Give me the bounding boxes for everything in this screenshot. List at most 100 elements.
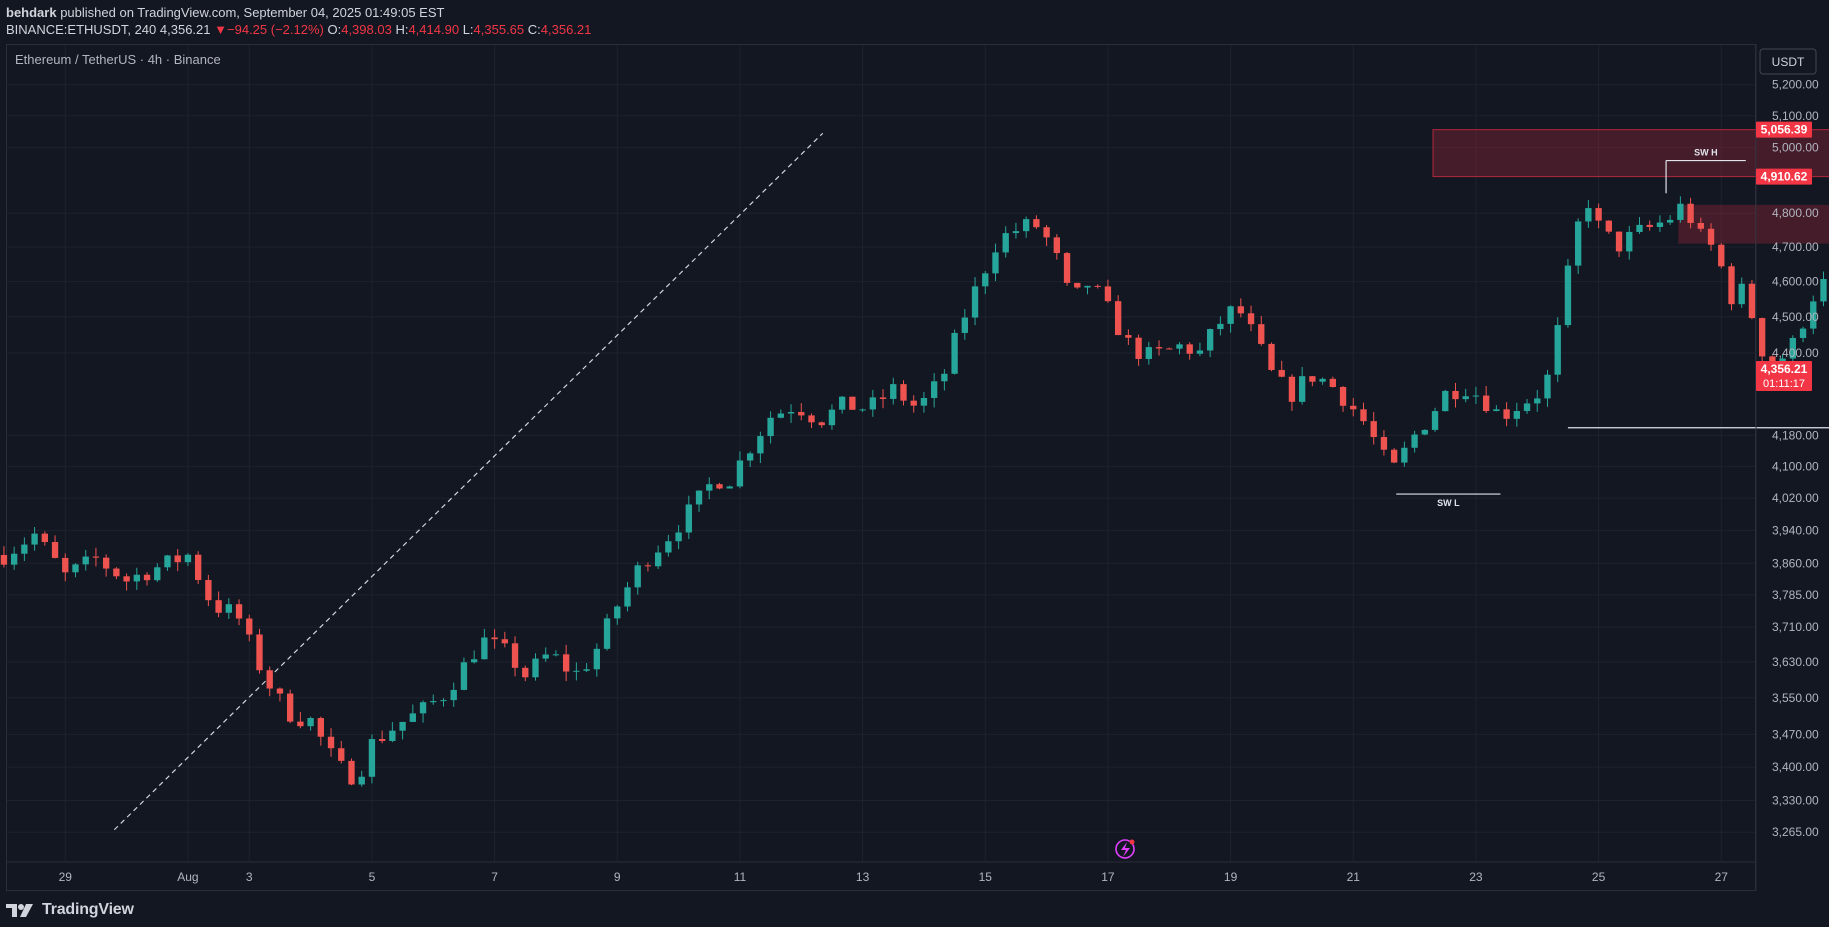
candle-body — [10, 553, 18, 565]
candle-body — [481, 637, 488, 660]
symbol-label: BINANCE:ETHUSDT, 240 — [6, 22, 157, 37]
price-tick-label: 4,400.00 — [1772, 346, 1819, 360]
candle-body — [1656, 222, 1664, 227]
candle-body — [368, 739, 376, 777]
candle-body — [1585, 208, 1592, 222]
candle-body — [900, 384, 907, 401]
candle-body — [389, 730, 396, 741]
candle-body — [1370, 421, 1377, 438]
candle-body — [1779, 358, 1786, 363]
candle-body — [532, 658, 539, 678]
candle-body — [1820, 279, 1827, 302]
time-tick-label: 13 — [856, 870, 870, 884]
candle-body — [1574, 221, 1582, 266]
time-tick-label: 11 — [734, 870, 747, 884]
close-value: 4,356.21 — [540, 22, 592, 37]
price-change: −94.25 (−2.12%) — [227, 22, 324, 37]
candle-body — [777, 413, 784, 418]
candle-body — [1176, 344, 1183, 349]
candle-body — [215, 600, 222, 613]
candle-body — [1677, 203, 1684, 220]
price-tick-label: 3,400.00 — [1772, 760, 1819, 774]
candle-body — [1186, 344, 1193, 354]
candle-body — [409, 713, 416, 722]
candle-body — [246, 618, 253, 635]
candle-body — [1666, 219, 1674, 223]
candle-body — [1564, 265, 1572, 326]
candle-body — [971, 286, 979, 318]
candle-body — [1074, 282, 1081, 288]
candle-body — [378, 739, 386, 741]
price-tick-label: 3,710.00 — [1772, 620, 1819, 634]
candle-body — [348, 760, 355, 785]
candle-body — [123, 576, 130, 582]
candle-body — [133, 574, 140, 582]
candle-body — [1442, 390, 1449, 412]
candle-body — [1350, 405, 1357, 410]
candle-body — [174, 555, 181, 563]
candle-body — [828, 409, 836, 426]
candle-body — [1022, 219, 1030, 232]
price-tick-label: 5,200.00 — [1772, 78, 1819, 92]
candle-body — [1114, 301, 1122, 336]
publish-line: behdark published on TradingView.com, Se… — [6, 5, 444, 20]
price-tick-label: 3,265.00 — [1772, 825, 1819, 839]
candle-body — [736, 460, 744, 487]
candle-body — [1738, 283, 1745, 305]
candle-body — [460, 662, 468, 690]
candle-body — [164, 555, 171, 568]
time-axis[interactable]: 29Aug357911131517192123252729Sep35791113… — [6, 861, 1829, 884]
low-value: 4,355.65 — [473, 22, 525, 37]
candle-body — [1503, 409, 1510, 419]
candle-body — [552, 654, 560, 656]
candle-body — [1615, 231, 1623, 252]
candle-body — [31, 533, 38, 545]
candle-body — [614, 606, 621, 619]
price-tick-label: 3,785.00 — [1772, 588, 1819, 602]
candle-body — [1380, 437, 1388, 450]
candle-body — [92, 556, 100, 558]
candle-body — [1636, 224, 1643, 232]
candle-body — [624, 587, 631, 607]
dashed-trendline[interactable] — [113, 132, 824, 831]
lightning-icon[interactable] — [1115, 839, 1135, 859]
open-value: 4,398.03 — [341, 22, 392, 37]
candle-body — [1104, 286, 1112, 302]
candle-body — [757, 436, 764, 454]
candle-body — [225, 604, 232, 613]
candle-body — [102, 557, 110, 569]
candle-body — [1166, 348, 1173, 350]
candle-body — [358, 776, 365, 785]
price-tick-label: 3,630.00 — [1772, 655, 1819, 669]
candle-body — [1421, 429, 1428, 435]
currency-button[interactable]: USDT — [1759, 48, 1817, 75]
candle-body — [1145, 347, 1152, 359]
candle-body — [706, 484, 713, 491]
candle-body — [1217, 323, 1224, 330]
candle-body — [51, 542, 59, 558]
candle-body — [1482, 395, 1490, 412]
candle-body — [1728, 266, 1735, 305]
tradingview-footer[interactable]: TradingView — [6, 898, 134, 922]
candle-body — [276, 688, 284, 694]
trendline[interactable] — [113, 132, 824, 831]
down-arrow-icon: ▼ — [214, 22, 227, 37]
supply-zones[interactable]: SupplySupplySupply — [1432, 129, 1829, 328]
candle-body — [1196, 350, 1204, 354]
time-tick-label: 7 — [491, 870, 498, 884]
publisher-name[interactable]: behdark — [6, 5, 57, 20]
publish-header: behdark published on TradingView.com, Se… — [0, 0, 1829, 42]
candle-body — [1084, 285, 1091, 288]
candle-body — [154, 567, 161, 581]
candle-body — [930, 381, 938, 398]
time-tick-label: 19 — [1224, 870, 1238, 884]
candle-body — [1646, 224, 1653, 227]
high-value: 4,414.90 — [408, 22, 460, 37]
candle-body — [593, 648, 600, 670]
time-tick-label: 27 — [1715, 870, 1729, 884]
candle-body — [1401, 447, 1408, 463]
price-axis[interactable]: 5,200.00 5,100.00 5,000.00 4,800.00 4,700.00… — [1755, 44, 1819, 891]
candle-body — [562, 654, 570, 672]
high-label: H: — [395, 22, 409, 37]
